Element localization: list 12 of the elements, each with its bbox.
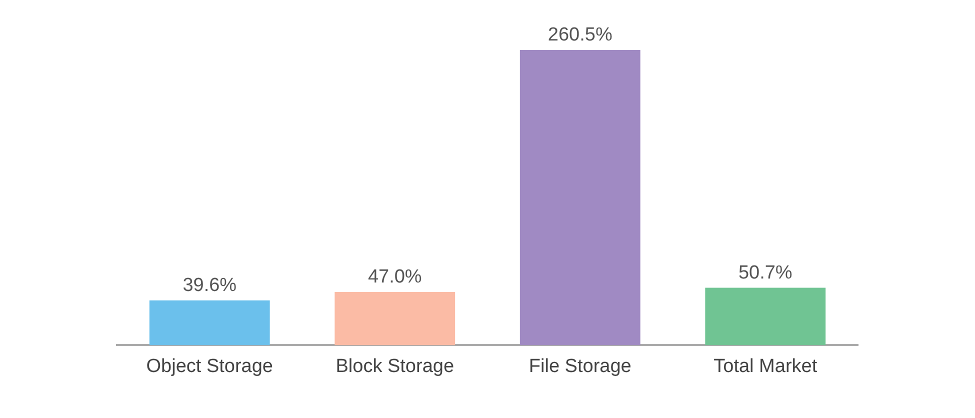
data-label: 39.6% bbox=[182, 275, 237, 296]
bar bbox=[334, 292, 456, 346]
bar bbox=[520, 50, 640, 346]
bar bbox=[705, 288, 826, 346]
data-label: 260.5% bbox=[548, 24, 612, 46]
data-label: 47.0% bbox=[368, 266, 422, 288]
x-tick-label: Object Storage bbox=[146, 356, 273, 377]
data-label: 50.7% bbox=[738, 262, 792, 284]
x-tick-label: Total Market bbox=[714, 356, 818, 377]
bar bbox=[149, 300, 270, 346]
x-tick-label: Block Storage bbox=[336, 356, 454, 377]
x-tick-label: File Storage bbox=[528, 356, 632, 377]
